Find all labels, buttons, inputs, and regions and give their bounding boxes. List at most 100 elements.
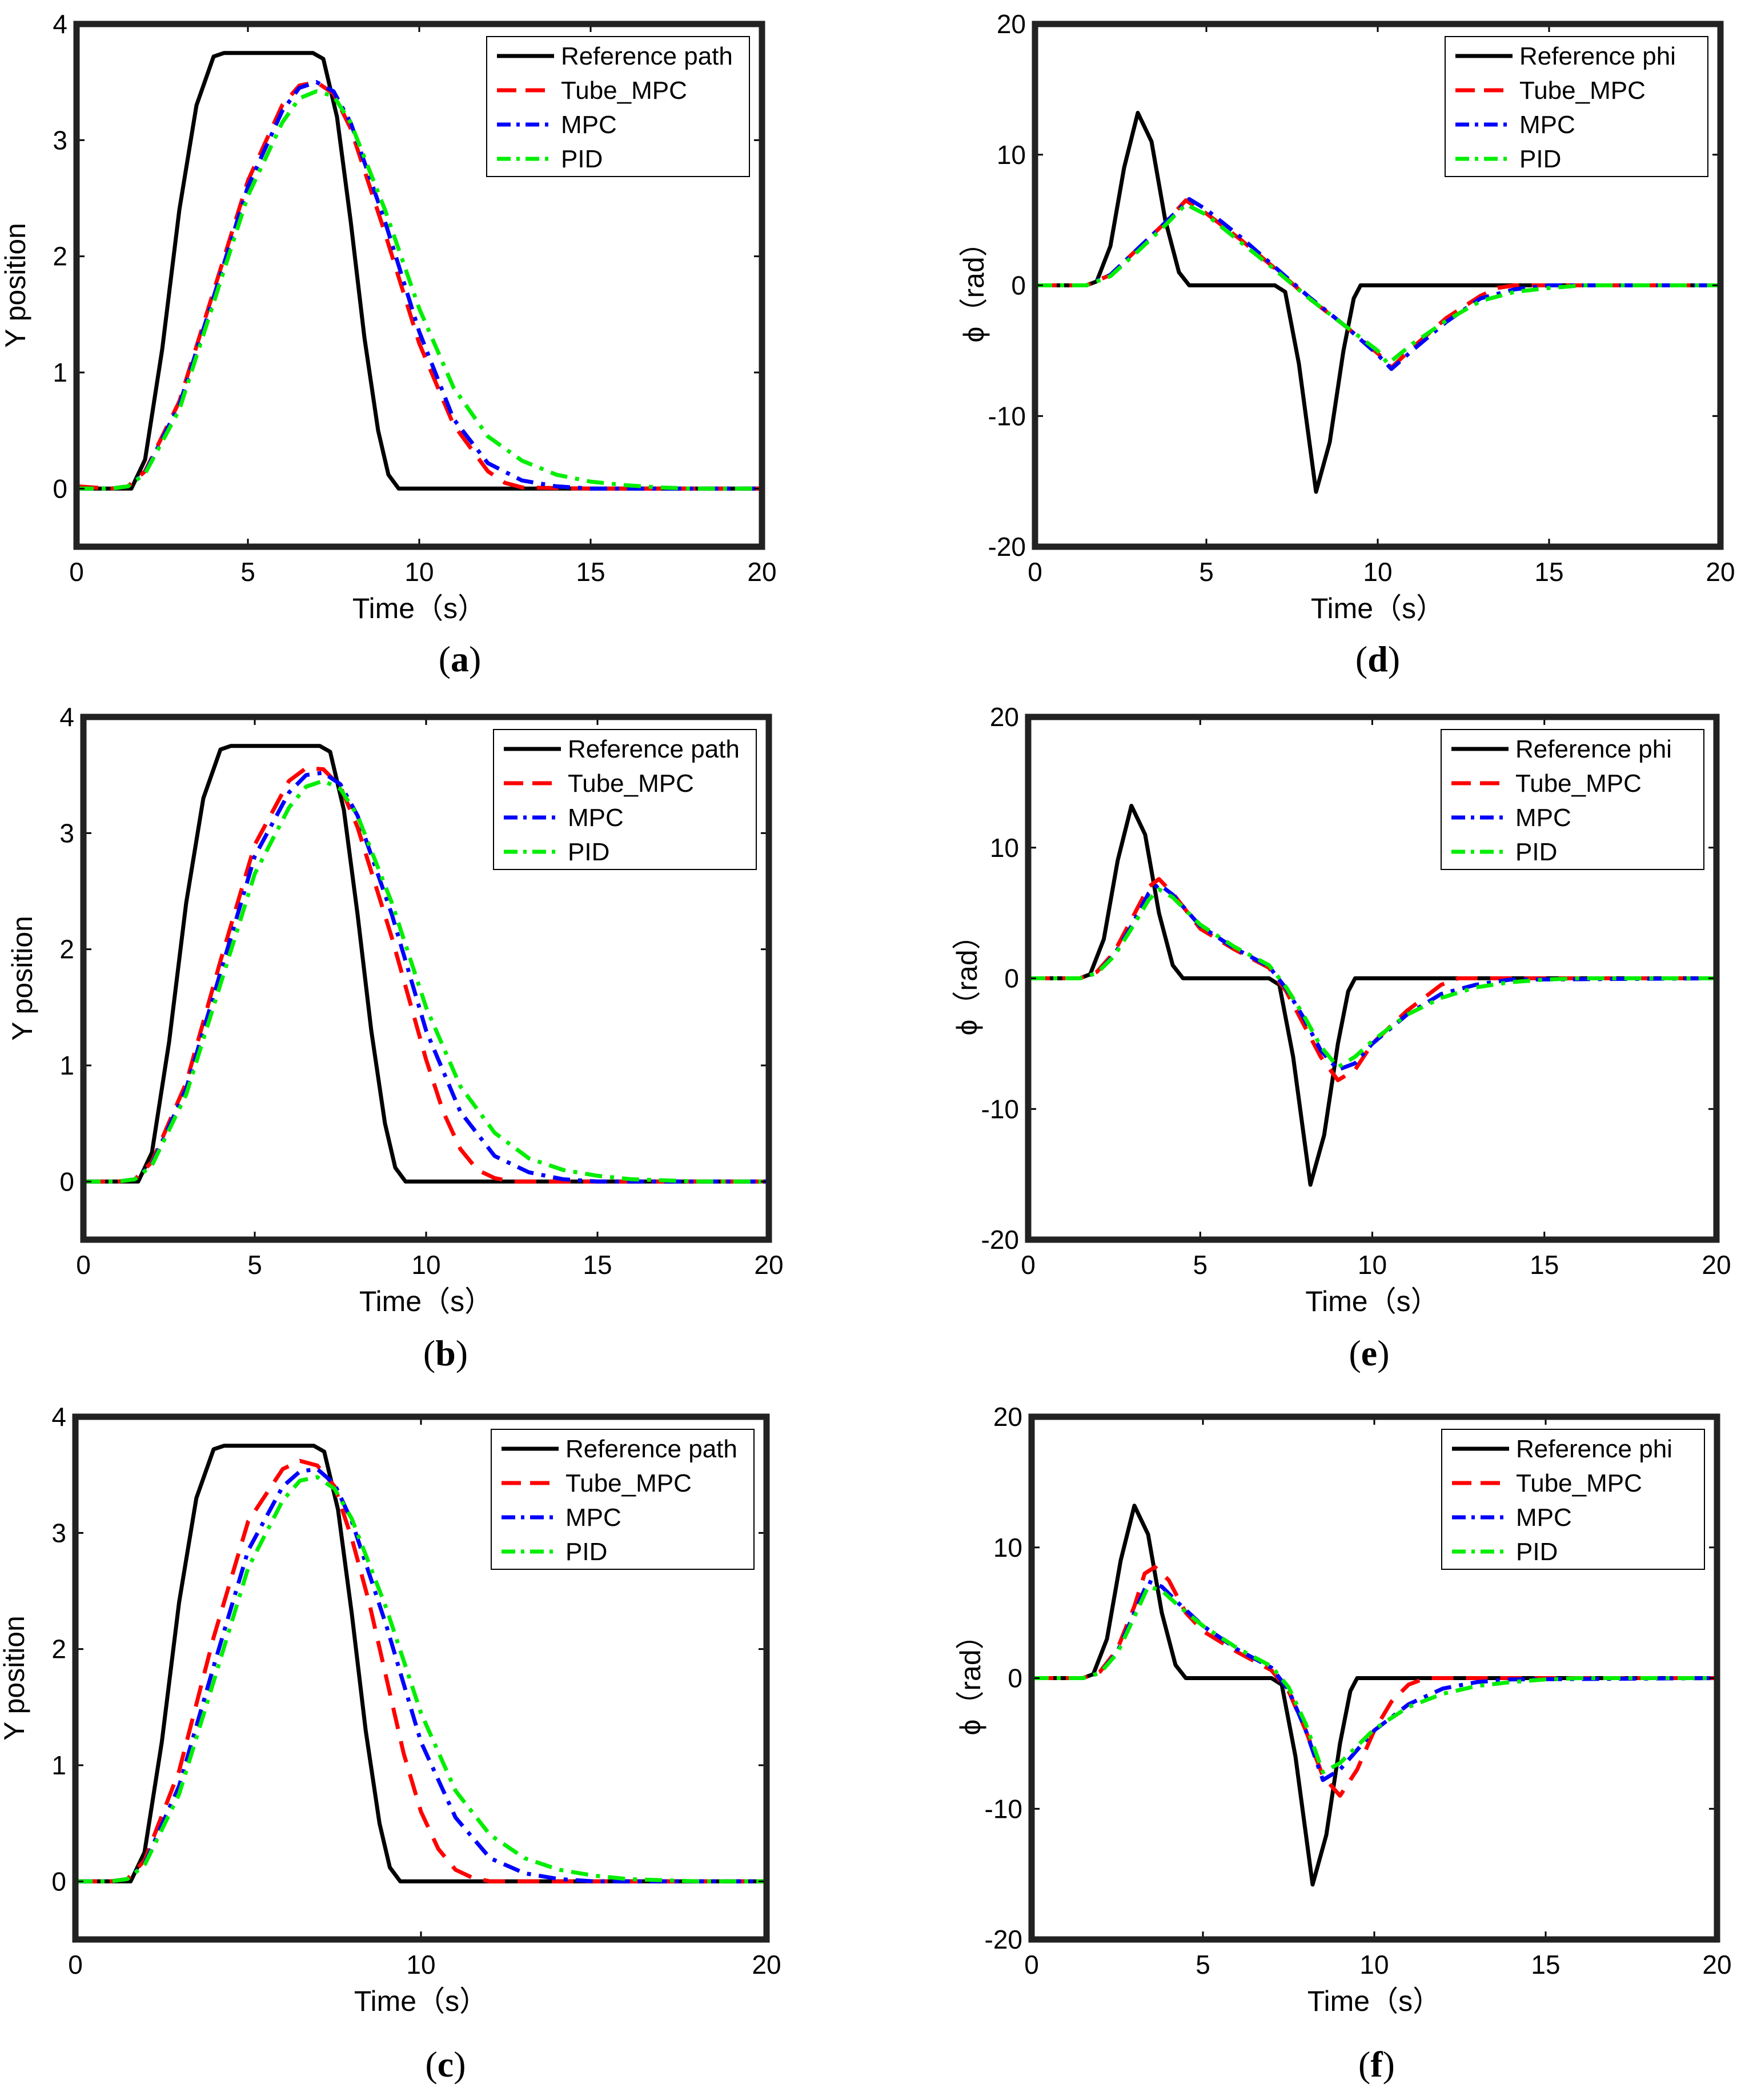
caption-paren-open: ( — [425, 2044, 437, 2085]
x-tick-label: 0 — [69, 557, 84, 587]
series-line-reference-phi — [1032, 1504, 1717, 1887]
panel-caption: (a) — [439, 639, 482, 679]
legend-entry-label: Reference path — [561, 42, 733, 70]
caption-paren-open: ( — [1358, 2044, 1370, 2085]
caption-letter: c — [438, 2044, 454, 2085]
legend-entry-label: Tube_MPC — [1519, 77, 1646, 105]
legend-entry-label: Tube_MPC — [565, 1469, 692, 1497]
panel-caption: (e) — [1349, 1333, 1389, 1373]
y-tick-label: 10 — [993, 1533, 1022, 1562]
series-line-pid — [83, 779, 769, 1184]
series-line-pid — [1035, 202, 1720, 366]
x-axis-label: Time（s） — [1311, 592, 1445, 624]
x-tick-label: 10 — [1358, 1250, 1387, 1280]
legend: Reference phi Tube_MPC MPC PID — [1441, 1429, 1705, 1570]
y-tick-label: 4 — [53, 9, 67, 39]
series-line-reference-path — [77, 51, 762, 491]
x-axis-label: Time（s） — [1305, 1285, 1439, 1317]
legend-entry-label: MPC — [561, 111, 617, 139]
x-tick-label: 15 — [583, 1250, 612, 1280]
legend-entry-label: PID — [565, 1538, 607, 1566]
x-tick-label: 20 — [1702, 1250, 1731, 1280]
y-tick-label: -10 — [985, 1794, 1022, 1824]
y-tick-label: 1 — [53, 358, 67, 387]
legend: Reference phi Tube_MPC MPC PID — [1445, 36, 1708, 177]
y-tick-label: -10 — [981, 1094, 1019, 1124]
caption-paren-close: ) — [1383, 2044, 1395, 2085]
x-tick-label: 0 — [1028, 557, 1042, 587]
x-tick-label: 20 — [1702, 1950, 1731, 1979]
legend-entry-label: PID — [568, 838, 609, 866]
x-axis-label: Time（s） — [1307, 1985, 1441, 2017]
caption-letter: f — [1370, 2044, 1383, 2085]
y-tick-label: 1 — [59, 1051, 74, 1080]
y-tick-label: 0 — [53, 474, 67, 503]
legend-entry-label: Tube_MPC — [568, 770, 694, 797]
x-tick-label: 0 — [76, 1250, 91, 1280]
caption-paren-close: ) — [456, 1333, 468, 1373]
y-tick-label: -20 — [988, 532, 1026, 562]
y-axis-label: ϕ（rad） — [951, 921, 983, 1035]
legend-box — [491, 1429, 755, 1570]
y-tick-label: 0 — [1004, 964, 1019, 993]
y-axis-label: Y position — [0, 223, 31, 348]
series-line-tube-mpc — [75, 1458, 767, 1883]
legend-entry-label: MPC — [568, 804, 624, 832]
chart-panel-d: 0 5 10 15 20 -20 -10 0 10 20 Time（s） ϕ（rad） Referenc… — [958, 9, 1735, 679]
x-tick-label: 10 — [411, 1250, 440, 1280]
x-tick-label: 10 — [1363, 557, 1392, 587]
chart-panel-a: 0 5 10 15 20 0 1 2 3 4 Time（s） Y position Reference … — [0, 9, 777, 679]
legend-box — [1445, 36, 1708, 177]
axes-frame — [73, 21, 765, 550]
y-axis-label: Y position — [0, 1616, 30, 1741]
x-tick-label: 0 — [68, 1950, 83, 1979]
axes-frame — [1032, 21, 1724, 550]
axes-frame — [1028, 1413, 1720, 1943]
y-tick-label: 20 — [990, 702, 1019, 732]
y-axis-label: Y position — [6, 916, 38, 1041]
y-tick-label: 0 — [59, 1167, 74, 1196]
panel-caption: (f) — [1358, 2044, 1395, 2085]
y-tick-label: 0 — [51, 1866, 66, 1896]
y-tick-label: 0 — [1008, 1664, 1022, 1693]
legend-entry-label: MPC — [1515, 804, 1571, 832]
legend-box — [1441, 1429, 1705, 1570]
series-line-pid — [1028, 887, 1716, 1069]
x-tick-label: 15 — [1531, 1950, 1560, 1979]
legend-entry-label: Reference path — [565, 1435, 737, 1463]
caption-paren-close: ) — [469, 639, 481, 679]
x-tick-label: 15 — [1530, 1250, 1559, 1280]
y-tick-label: 2 — [53, 242, 67, 271]
y-tick-label: 1 — [51, 1750, 66, 1780]
y-tick-label: 4 — [59, 702, 74, 732]
legend-entry-label: Tube_MPC — [1516, 1469, 1642, 1497]
legend-entry-label: Reference phi — [1516, 1435, 1672, 1463]
y-tick-label: 2 — [59, 935, 74, 964]
legend-entry-label: PID — [1516, 1538, 1558, 1566]
legend-entry-label: MPC — [565, 1504, 621, 1532]
axes-frame — [1025, 714, 1720, 1243]
y-tick-label: 20 — [993, 1402, 1022, 1432]
series-line-pid — [75, 1475, 767, 1883]
y-tick-label: 2 — [51, 1634, 66, 1664]
caption-letter: b — [435, 1333, 456, 1373]
y-tick-label: 10 — [990, 833, 1019, 863]
y-axis-label: ϕ（rad） — [958, 228, 990, 342]
legend-entry-label: Tube_MPC — [1515, 770, 1642, 797]
series-line-pid — [1032, 1584, 1717, 1774]
y-tick-label: 0 — [1011, 271, 1026, 300]
chart-panel-f: 0 5 10 15 20 -20 -10 0 10 20 Time（s） ϕ（rad） Referenc… — [954, 1402, 1732, 2085]
x-tick-label: 10 — [406, 1950, 435, 1979]
x-tick-label: 5 — [1199, 557, 1214, 587]
x-axis-label: Time（s） — [352, 592, 486, 624]
caption-paren-open: ( — [1349, 1333, 1361, 1373]
chart-panel-b: 0 5 10 15 20 0 1 2 3 4 Time（s） Y position Reference … — [6, 702, 784, 1373]
caption-letter: e — [1361, 1333, 1377, 1373]
legend-box — [486, 36, 750, 177]
chart-panel-e: 0 5 10 15 20 -20 -10 0 10 20 Time（s） ϕ（rad） Referenc… — [951, 702, 1731, 1373]
legend-entry-label: Reference phi — [1519, 42, 1676, 70]
legend-entry-label: MPC — [1516, 1504, 1572, 1532]
x-tick-label: 20 — [747, 557, 776, 587]
x-tick-label: 20 — [752, 1950, 781, 1979]
